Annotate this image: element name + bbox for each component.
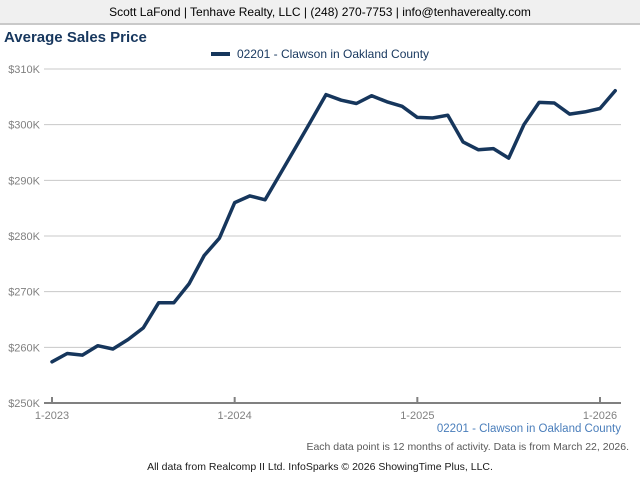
x-axis-label: 1-2023 xyxy=(35,410,69,420)
agent-contact-bar: Scott LaFond | Tenhave Realty, LLC | (24… xyxy=(0,0,640,25)
y-axis-label: $260K xyxy=(8,342,40,354)
y-axis-label: $250K xyxy=(8,398,40,410)
y-axis-label: $270K xyxy=(8,287,40,299)
price-line-chart: $250K $260K $270K $280K $290K $300K $310K 1-202… xyxy=(8,64,621,420)
x-axis-label: 1-2026 xyxy=(583,410,617,420)
agent-contact-text: Scott LaFond | Tenhave Realty, LLC | (24… xyxy=(109,4,531,19)
page-title: Average Sales Price xyxy=(4,29,147,46)
legend-series-label: 02201 - Clawson in Oakland County xyxy=(236,47,430,61)
y-axis-label: $310K xyxy=(8,64,40,76)
footer-data-note: Each data point is 12 months of activity… xyxy=(306,441,629,453)
chart-legend: 02201 - Clawson in Oakland County xyxy=(0,47,640,61)
price-line-series xyxy=(50,88,617,364)
y-axis-label: $300K xyxy=(8,120,40,132)
x-axis-label: 1-2025 xyxy=(400,410,434,420)
y-axis-label: $290K xyxy=(8,175,40,187)
y-axis-label: $280K xyxy=(8,231,40,243)
legend-line-swatch-icon xyxy=(210,52,230,56)
footer-series-link[interactable]: 02201 - Clawson in Oakland County xyxy=(436,423,621,435)
footer-attribution: All data from Realcomp II Ltd. InfoSpark… xyxy=(147,461,493,473)
x-axis-label: 1-2024 xyxy=(218,410,252,420)
